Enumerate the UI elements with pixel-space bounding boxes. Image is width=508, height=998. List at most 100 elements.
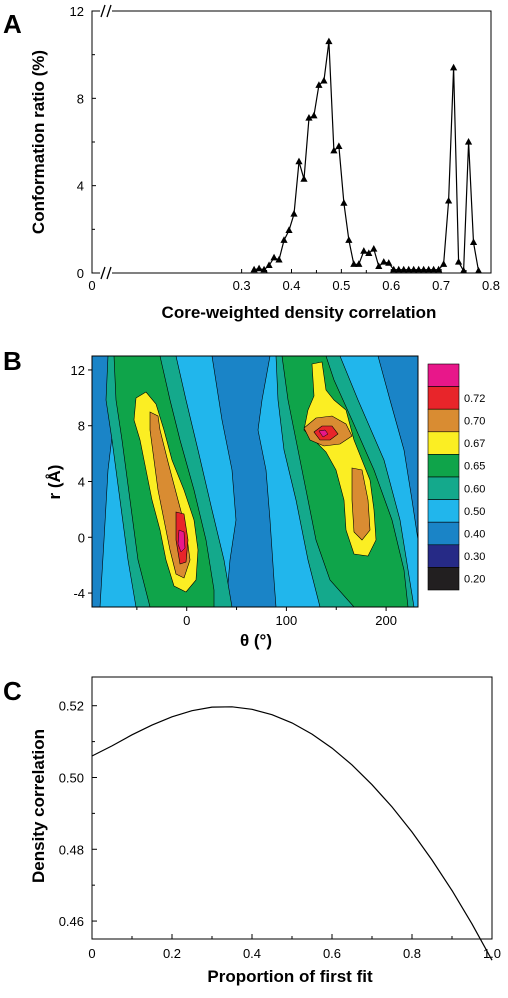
panel-a-data-point [300,175,308,182]
legend-swatch [427,499,460,523]
panel-a-data-point [415,265,423,273]
panel-c-x-tick-label: 0.4 [243,946,261,961]
panel-b-x-tick-label: 200 [375,613,397,628]
panel-c-y-tick-label: 0.52 [59,699,84,714]
panel-a-data-point [380,258,388,265]
panel-a-data-point [375,262,383,270]
contour-band-072-right [318,429,329,438]
panel-a-letter: A [3,9,22,39]
panel-a-x-tick-label: 0 [88,278,95,293]
panel-a-data-point [330,146,338,154]
axis-break-bottom [100,266,112,280]
legend-swatch [427,431,460,455]
legend-label: 0.72 [464,393,485,405]
panel-c-series-line [91,706,493,961]
panel-b-y-tick-label: 12 [71,363,85,378]
panel-a-y-tick-label: 8 [77,91,84,106]
panel-a-data-point [464,138,473,145]
panel-a-series-line [253,41,480,273]
panel-a-data-point [320,76,328,84]
panel-b-legend: 0.72 0.70 0.67 0.65 0.60 0.50 0.40 0.30 0.20 [427,363,485,591]
panel-a-data-point [295,157,303,165]
panel-a-x-tick-label: 0.6 [382,278,400,293]
panel-a-data-point [355,260,363,267]
panel-b-x-tick-label: 100 [276,613,298,628]
panel-a-x-tick-label: 0.4 [282,278,300,293]
panel-c-y-tick-label: 0.46 [59,914,84,929]
panel-a-frame [91,10,492,274]
panel-b-x-tick-label: 0 [183,613,190,628]
panel-a-data-point [265,261,273,268]
panel-a-x-tick-label: 0.3 [233,278,251,293]
panel-a-ylabel: Conformation ratio (%) [29,50,48,234]
panel-b-ylabel: r (Å) [45,465,64,500]
panel-c-x-tick-label: 0.6 [323,946,341,961]
panel-c-frame [91,676,493,940]
contour-region-040-center [211,356,277,607]
panel-b-y-tick-label: 0 [78,530,85,545]
panel-c-y-tick-label: 0.48 [59,842,84,857]
panel-b-y-tick-label: 8 [78,419,85,434]
panel-c-x-tick-label: 0.8 [403,946,421,961]
legend-swatch [427,567,460,591]
panel-c-x-tick-label: 1.0 [483,946,501,961]
panel-b-y-tick-label: 4 [78,475,85,490]
panel-c-x-tick-label: 0 [88,946,95,961]
panel-a-data-point [360,247,368,254]
panel-a-data-point [430,265,438,273]
legend-swatch [427,408,460,433]
panel-b-chart: 0 100 200 -4 0 4 8 12 θ (°) r (Å) 0.72 0.70 0.67 0… [45,355,485,650]
legend-swatch [427,363,460,387]
panel-c-letter: C [3,676,22,706]
panel-a-data-point [290,210,298,217]
legend-swatch [427,454,460,478]
legend-label: 0.30 [464,551,485,563]
panel-a-data-point [435,265,443,273]
panel-a-data-point [370,244,378,252]
panel-a-data-point [449,63,458,71]
legend-label: 0.70 [464,416,485,428]
legend-label: 0.20 [464,574,485,586]
panel-a-data-point [335,142,343,149]
panel-a-data-point [305,113,313,121]
legend-label: 0.60 [464,483,485,495]
panel-a-data-point [255,264,263,272]
contour-band-067-right-lower [351,467,371,541]
panel-a-data-point [260,265,268,273]
contour-region-040-right [377,356,418,541]
panel-a-data-point [280,236,288,243]
panel-c-xlabel: Proportion of first fit [207,967,373,986]
panel-a-data-point [459,266,468,274]
panel-a-xlabel: Core-weighted density correlation [162,303,437,322]
panel-a-data-point [315,81,323,88]
legend-swatch [427,386,460,410]
panel-a-data-point [405,265,413,273]
contour-band-072-left [177,529,186,553]
panel-a-data-point [420,265,428,273]
legend-label: 0.50 [464,506,485,518]
legend-label: 0.40 [464,529,485,541]
panel-a-data-point [445,196,453,204]
panel-c-y-tick-label: 0.50 [59,770,84,785]
legend-swatch [427,521,460,546]
panel-a-y-tick-label: 12 [70,4,84,19]
panel-c-ylabel: Density correlation [29,729,48,883]
panel-a-data-point [285,226,293,234]
panel-a-data-point [440,260,448,267]
panel-b-xlabel: θ (°) [240,631,272,650]
panel-c-chart: 0 0.2 0.4 0.6 0.8 1.0 0.46 0.48 0.50 0.52 Proport… [29,676,501,986]
legend-swatch [427,476,460,500]
panel-a-data-point [270,253,278,261]
panel-b-letter: B [3,346,22,376]
panel-b-y-tick-label: -4 [73,586,85,601]
legend-label: 0.67 [464,438,485,450]
panel-a-x-tick-label: 0.8 [482,278,500,293]
panel-a-y-tick-label: 0 [77,266,84,281]
panel-a-data-point [390,265,398,273]
panel-a-data-point [345,236,353,243]
panel-a-data-point [385,259,393,266]
panel-a-data-point [474,266,483,274]
legend-swatch [427,544,460,568]
panel-a-data-point [325,37,333,45]
